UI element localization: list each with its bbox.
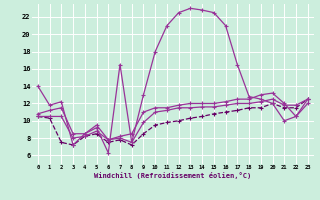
X-axis label: Windchill (Refroidissement éolien,°C): Windchill (Refroidissement éolien,°C): [94, 172, 252, 179]
